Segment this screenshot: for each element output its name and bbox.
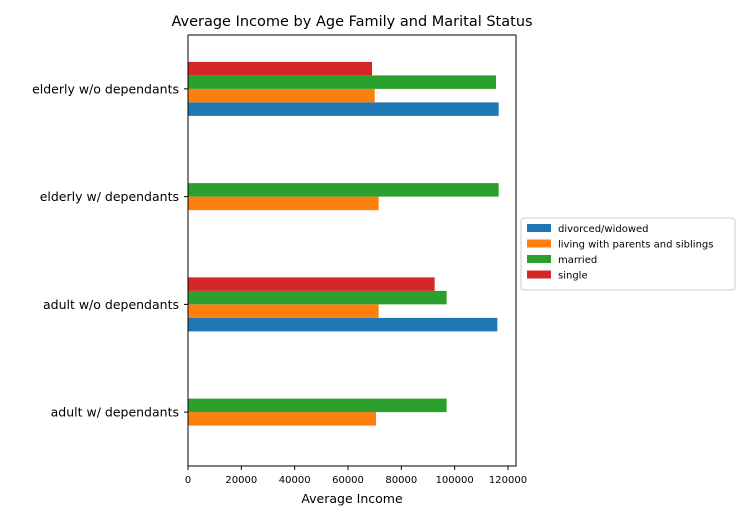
legend-label: married	[558, 255, 597, 266]
x-tick-label: 60000	[332, 475, 364, 486]
bar-married-0	[188, 398, 447, 413]
x-tick-label: 40000	[279, 475, 311, 486]
bar-married-3	[188, 75, 496, 89]
legend-swatch	[527, 270, 551, 279]
bar-married-2	[188, 183, 499, 197]
x-tick-label: 120000	[489, 475, 527, 486]
legend-swatch	[527, 224, 551, 232]
bar-living-with-parents-and-siblings-3	[188, 88, 375, 103]
y-tick-label: adult w/o dependants	[43, 297, 179, 312]
legend-label: divorced/widowed	[558, 224, 649, 235]
plot-frame	[187, 34, 517, 467]
legend-label: single	[558, 271, 588, 282]
x-tick-label: 100000	[436, 475, 474, 486]
y-tick-label: elderly w/o dependants	[32, 81, 179, 96]
bar-divorced-widowed-3	[188, 102, 499, 116]
bar-divorced-widowed-1	[188, 317, 498, 332]
bar-married-1	[188, 290, 447, 305]
bar-living-with-parents-and-siblings-0	[188, 412, 376, 426]
legend-swatch	[527, 239, 551, 248]
legend-frame	[520, 217, 736, 291]
y-axis-ticks: adult w/ dependants adult w/o dependants e…	[32, 81, 188, 420]
legend-label: living with parents and siblings	[558, 240, 713, 251]
bar-single-1	[188, 277, 435, 291]
y-tick-label: elderly w/ dependants	[40, 189, 179, 204]
x-tick-label: 20000	[225, 475, 257, 486]
x-axis-label: Average Income	[301, 491, 403, 506]
legend: divorced/widowed living with parents and …	[520, 217, 736, 291]
chart-title: Average Income by Age Family and Marital…	[171, 14, 532, 30]
bar-single-3	[188, 61, 372, 76]
x-tick-label: 0	[185, 475, 191, 486]
y-tick-label: adult w/ dependants	[51, 405, 179, 420]
legend-swatch	[527, 255, 551, 263]
bar-living-with-parents-and-siblings-1	[188, 304, 379, 318]
x-axis-ticks: 0 20000 40000 60000 80000 100000 120000	[185, 466, 527, 486]
bars-group	[188, 61, 499, 426]
bar-living-with-parents-and-siblings-2	[188, 196, 379, 211]
x-tick-label: 80000	[385, 475, 417, 486]
